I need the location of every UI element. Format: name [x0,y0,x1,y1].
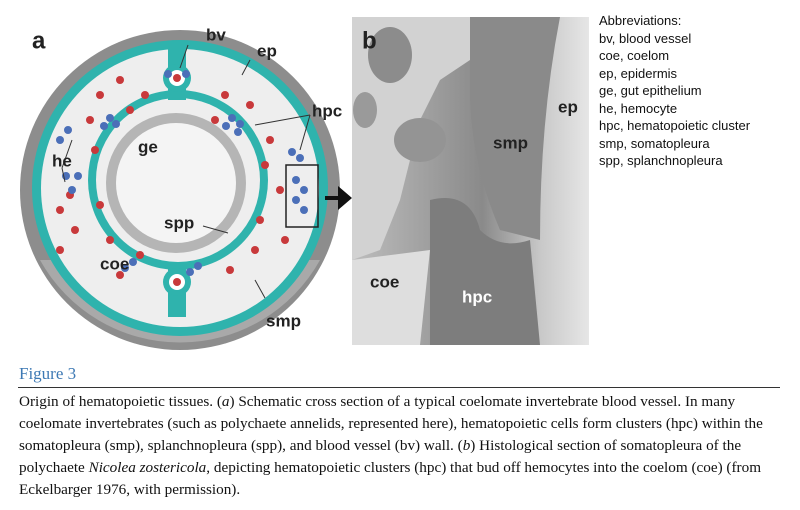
cell [186,268,194,276]
caption-text: ) Histological section of somatopleura o… [19,437,742,476]
cell [276,186,284,194]
label: ep [257,41,277,60]
caption-text: , depicting hematopoietic clusters (hpc)… [19,459,762,498]
label: ep [558,97,578,116]
panel-label: a [32,27,46,54]
abbreviations-title: Abbreviations: [599,13,682,28]
cell [96,201,104,209]
cell [261,161,269,169]
cell [292,176,300,184]
abbreviation-list: bv, blood vessel coe, coelom ep, epidermis… [599,30,750,170]
cell [296,154,304,162]
label: he [52,151,72,170]
micrograph: b smp ep coe hpc [352,17,589,345]
caption-text: Origin of hematopoietic tissues. ( [19,393,222,410]
abbreviation: hpc, hematopoietic cluster [599,118,751,133]
cell [251,246,259,254]
abbreviation: ge, gut epithelium [599,83,702,98]
label: smp [266,311,301,330]
cell [234,128,242,136]
cell [136,251,144,259]
cell [222,122,230,130]
label: ge [138,137,158,156]
cell [121,264,129,272]
rule [18,387,780,388]
abbreviation: he, hemocyte [599,100,678,116]
cell [164,70,172,78]
cell [300,186,308,194]
cell [288,148,296,156]
caption-text: b [462,437,471,454]
cell [116,271,124,279]
cell [106,236,114,244]
cell [266,136,274,144]
caption-text: a [221,393,230,410]
schematic: a bv ep hpc he ge spp coe smp [20,25,352,350]
cell [56,246,64,254]
cell [116,76,124,84]
figure-panels: a bv ep hpc he ge spp coe smp b smp ep c… [20,17,589,350]
caption-text: Nicolea zostericola [88,459,207,476]
abbreviation: spp, splanchnopleura [599,153,723,168]
cell [292,196,300,204]
cell [182,70,190,78]
label: spp [164,213,194,232]
cell [100,122,108,130]
label: hpc [462,287,492,306]
caption: Origin of hematopoietic tissues. (a) Sch… [19,391,781,501]
cell [129,258,137,266]
abbreviation: bv, blood vessel [599,30,692,46]
caption-text: ) Schematic cross section of a typical c… [19,393,763,454]
cell [96,91,104,99]
cell [74,172,82,180]
cell [221,91,229,99]
label: coe [100,254,129,273]
abbreviation: smp, somatopleura [599,135,710,151]
cell [256,216,264,224]
label: hpc [312,101,342,120]
cell [86,116,94,124]
cell [106,114,114,122]
cell [56,206,64,214]
cell [211,116,219,124]
abbreviation: coe, coelom [599,48,670,63]
cell [236,120,244,128]
cell [126,106,134,114]
cell [246,101,254,109]
cell [56,136,64,144]
panel-label: b [362,27,377,54]
label: bv [206,25,226,44]
cell [141,91,149,99]
cell [91,146,99,154]
cell [228,114,236,122]
abbreviations: Abbreviations: bv, blood vessel coe, coel… [599,12,750,170]
cell [281,236,289,244]
label: smp [493,133,528,152]
cell [112,120,120,128]
cell [68,186,76,194]
cell [64,126,72,134]
figure-title: Figure 3 [19,364,77,383]
label: coe [370,272,399,291]
cell [71,226,79,234]
abbreviation: ep, epidermis [599,65,678,81]
cell [226,266,234,274]
cell [300,206,308,214]
cell [194,262,202,270]
